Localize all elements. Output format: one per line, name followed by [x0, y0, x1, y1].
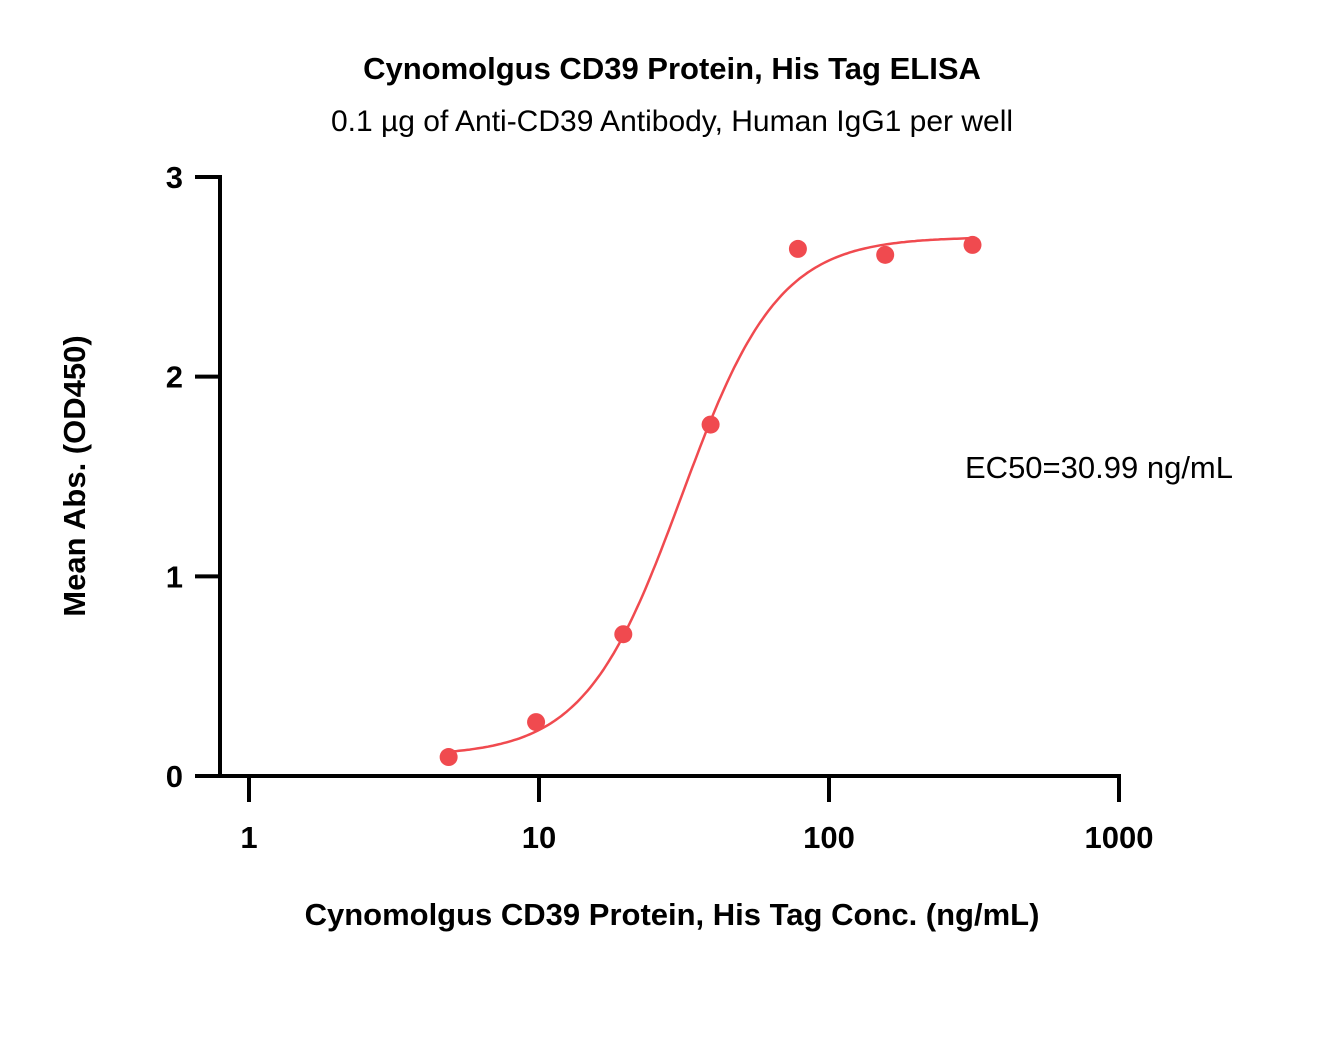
- y-tick-label: 0: [166, 759, 183, 794]
- y-axis-label: Mean Abs. (OD450): [57, 335, 92, 616]
- chart-subtitle: 0.1 µg of Anti-CD39 Antibody, Human IgG1…: [331, 105, 1013, 138]
- data-points: [439, 235, 982, 767]
- x-tick-label: 1: [240, 820, 257, 855]
- fit-curve: [448, 236, 973, 754]
- data-point: [963, 235, 982, 254]
- x-tick-label: 1000: [1085, 820, 1154, 855]
- x-axis-label: Cynomolgus CD39 Protein, His Tag Conc. (…: [305, 897, 1040, 932]
- x-tick-label: 10: [522, 820, 556, 855]
- data-point: [439, 748, 458, 767]
- y-tick-label: 3: [166, 160, 183, 195]
- data-point: [527, 713, 546, 732]
- data-point: [788, 239, 807, 258]
- y-tick-label: 2: [166, 360, 183, 395]
- data-point: [701, 415, 720, 434]
- ec50-annotation: EC50=30.99 ng/mL: [965, 450, 1233, 485]
- y-tick-label: 1: [166, 559, 183, 594]
- data-point: [876, 245, 895, 264]
- data-point: [614, 625, 633, 644]
- axes: 0 1 2 3 1 10 100 1000: [166, 160, 1154, 855]
- x-tick-label: 100: [803, 820, 855, 855]
- chart-title: Cynomolgus CD39 Protein, His Tag ELISA: [363, 51, 981, 86]
